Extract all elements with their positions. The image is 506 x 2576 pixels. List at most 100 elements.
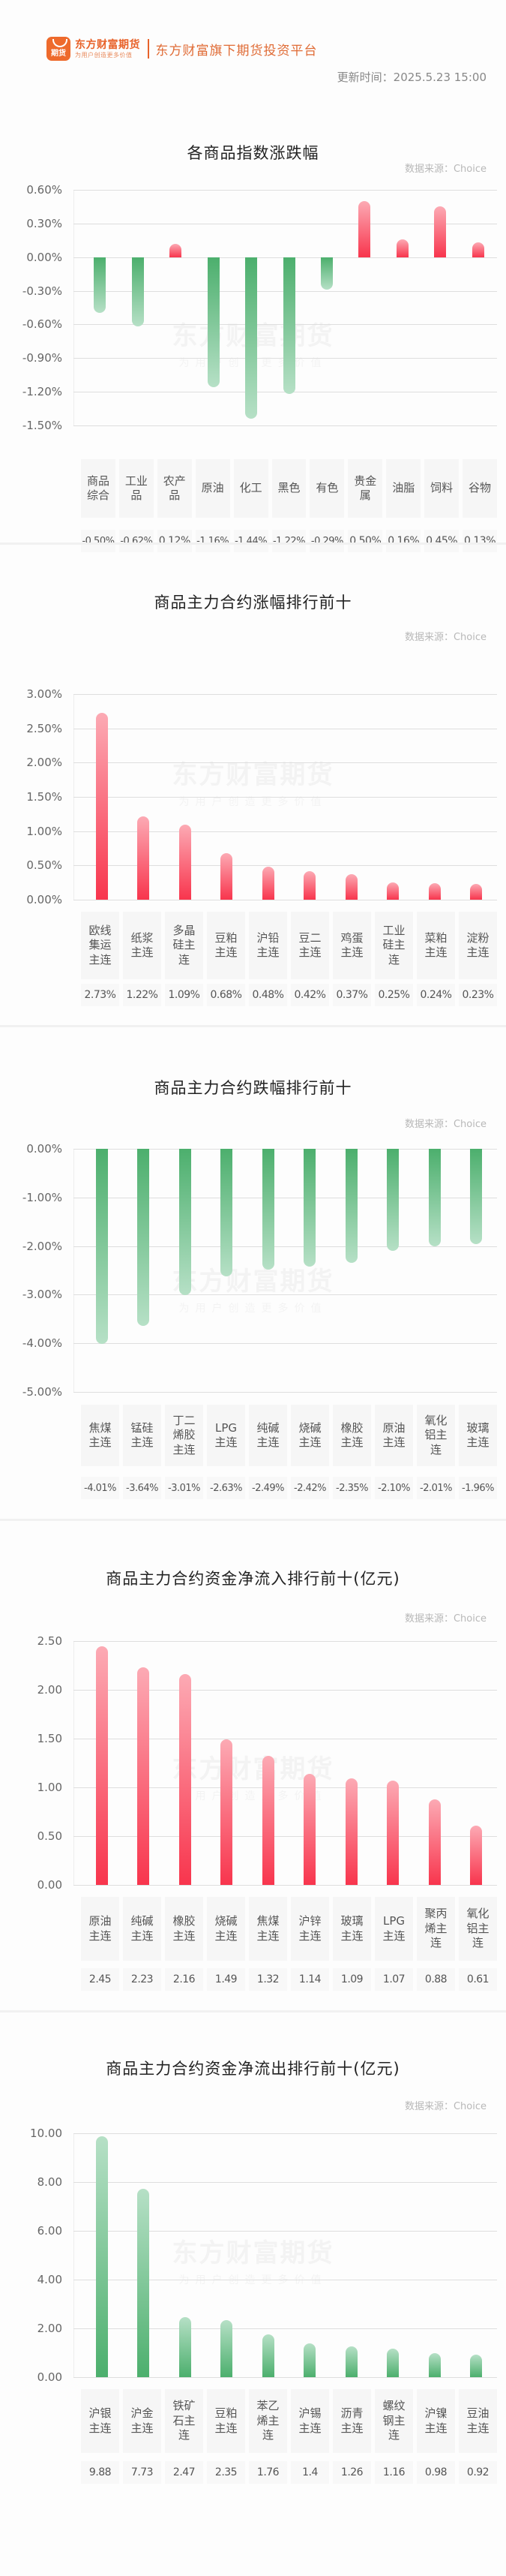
category-label: 有色 <box>310 459 345 518</box>
value-label: -2.63% <box>207 1477 245 1499</box>
category-label: 油脂 <box>386 459 421 518</box>
bar-11[interactable] <box>472 242 484 257</box>
bar-2[interactable] <box>137 2188 150 2377</box>
category-label: 淀粉 主连 <box>459 912 497 979</box>
bar-7[interactable] <box>345 1778 358 1885</box>
bar-9[interactable] <box>428 883 441 900</box>
bar-8[interactable] <box>387 2349 400 2377</box>
bar-9[interactable] <box>396 239 409 257</box>
platform-tagline: 东方财富旗下期货投资平台 <box>155 43 318 59</box>
bar-2[interactable] <box>137 1667 150 1885</box>
bar-9[interactable] <box>428 1799 441 1885</box>
bar-3[interactable] <box>178 1149 191 1296</box>
bar-4[interactable] <box>207 257 220 388</box>
bar-7[interactable] <box>345 1149 358 1264</box>
section-divider <box>0 1025 506 1027</box>
bar-10[interactable] <box>470 2355 483 2377</box>
gridline <box>73 2231 497 2232</box>
bar-9[interactable] <box>428 2353 441 2377</box>
bar-1[interactable] <box>95 1149 108 1344</box>
bar-4[interactable] <box>220 1149 233 1277</box>
chart-title: 商品主力合约涨幅排行前十 <box>154 594 352 612</box>
bar-6[interactable] <box>304 1773 316 1885</box>
category-label: 沥青 主连 <box>333 2389 371 2453</box>
category-label: 纯碱 主连 <box>249 1405 287 1466</box>
bar-7[interactable] <box>345 2346 358 2377</box>
bar-3[interactable] <box>178 825 191 900</box>
bar-9[interactable] <box>428 1149 441 1247</box>
category-label: 豆二 主连 <box>291 912 329 979</box>
y-tick-label: -2.00% <box>22 1239 62 1253</box>
value-label: 0.25% <box>375 984 413 1006</box>
value-label: -2.10% <box>375 1477 413 1499</box>
bar-8[interactable] <box>387 882 400 900</box>
bar-8[interactable] <box>387 1780 400 1885</box>
y-tick-label: 0.00% <box>26 1142 62 1156</box>
category-label: 黑色 <box>271 459 307 518</box>
bar-6[interactable] <box>304 2343 316 2377</box>
bar-5[interactable] <box>262 2334 274 2377</box>
bar-1[interactable] <box>95 712 108 900</box>
value-labels-row: -0.50% -0.62% 0.12% -1.16% -1.44% -1.22% -0.29… <box>81 530 497 552</box>
bar-8[interactable] <box>387 1149 400 1252</box>
gridline <box>73 190 497 191</box>
bar-6[interactable] <box>304 870 316 900</box>
bar-10[interactable] <box>470 1149 483 1244</box>
bar-2[interactable] <box>131 257 144 327</box>
value-labels-row: -4.01% -3.64% -3.01% -2.63% -2.49% -2.42% -2.3… <box>81 1477 497 1499</box>
bar-1[interactable] <box>95 1646 108 1885</box>
y-tick-label: 8.00 <box>37 2175 62 2189</box>
value-label: -0.50% <box>81 530 115 552</box>
bar-3[interactable] <box>178 2316 191 2377</box>
bar-6[interactable] <box>304 1149 316 1267</box>
category-label: 氧化 铝主连 <box>459 1897 497 1961</box>
gridline <box>73 2182 497 2183</box>
value-label: 0.98 <box>417 2461 455 2484</box>
bar-7[interactable] <box>345 874 358 900</box>
bar-5[interactable] <box>245 257 258 419</box>
category-label: 焦煤 主连 <box>249 1897 287 1961</box>
bar-7[interactable] <box>320 257 333 290</box>
bar-5[interactable] <box>262 1149 274 1270</box>
y-tick-label: -1.50% <box>22 419 62 432</box>
gridline <box>73 1836 497 1837</box>
value-label: -2.35% <box>333 1477 371 1499</box>
y-tick-label: 0.50 <box>37 1829 62 1843</box>
bar-5[interactable] <box>262 867 274 900</box>
category-labels-row: 原油 主连 纯碱 主连 橡胶 主连 烧碱 主连 焦煤 主连 沪锌 主连 玻璃 主连 LPG 主连 聚丙 烯主连氧化… <box>81 1897 497 1961</box>
category-label: 焦煤 主连 <box>81 1405 119 1466</box>
bar-4[interactable] <box>220 1739 233 1885</box>
category-label: 苯乙 烯主连 <box>249 2389 287 2453</box>
bar-10[interactable] <box>470 1825 483 1885</box>
bar-4[interactable] <box>220 852 233 900</box>
bar-3[interactable] <box>178 1674 191 1885</box>
bar-10[interactable] <box>434 206 447 257</box>
category-labels-row: 商品 综合 工业品农产品原油 化工 黑色 有色 贵金属油脂 饲料 谷物 <box>81 459 497 518</box>
gridline <box>73 1690 497 1691</box>
category-label: 沪锡 主连 <box>291 2389 329 2453</box>
category-label: 豆油 主连 <box>459 2389 497 2453</box>
bar-8[interactable] <box>358 200 371 257</box>
value-label: 0.12% <box>157 530 192 552</box>
category-label: 橡胶 主连 <box>333 1405 371 1466</box>
bar-5[interactable] <box>262 1756 274 1885</box>
category-label: 化工 <box>233 459 268 518</box>
bar-1[interactable] <box>95 2136 108 2377</box>
chart-title: 商品主力合约资金净流入排行前十(亿元) <box>106 1570 400 1588</box>
value-label: -4.01% <box>81 1477 119 1499</box>
bar-2[interactable] <box>137 1149 150 1326</box>
bar-6[interactable] <box>283 257 295 395</box>
brand-slogan: 为用户创造更多价值 <box>75 51 133 59</box>
data-source-label: 数据来源：Choice <box>404 164 487 175</box>
bar-10[interactable] <box>470 883 483 900</box>
category-label: 谷物 <box>463 459 497 518</box>
data-source-label: 数据来源：Choice <box>404 1613 487 1625</box>
bar-2[interactable] <box>137 816 150 900</box>
brand-logo-icon: 期货 <box>46 37 70 61</box>
brand-icon-text: 期货 <box>51 50 66 58</box>
bar-1[interactable] <box>94 257 106 314</box>
bar-4[interactable] <box>220 2319 233 2377</box>
bar-3[interactable] <box>169 243 182 257</box>
category-label: 原油 主连 <box>375 1405 413 1466</box>
data-source-label: 数据来源：Choice <box>404 632 487 643</box>
